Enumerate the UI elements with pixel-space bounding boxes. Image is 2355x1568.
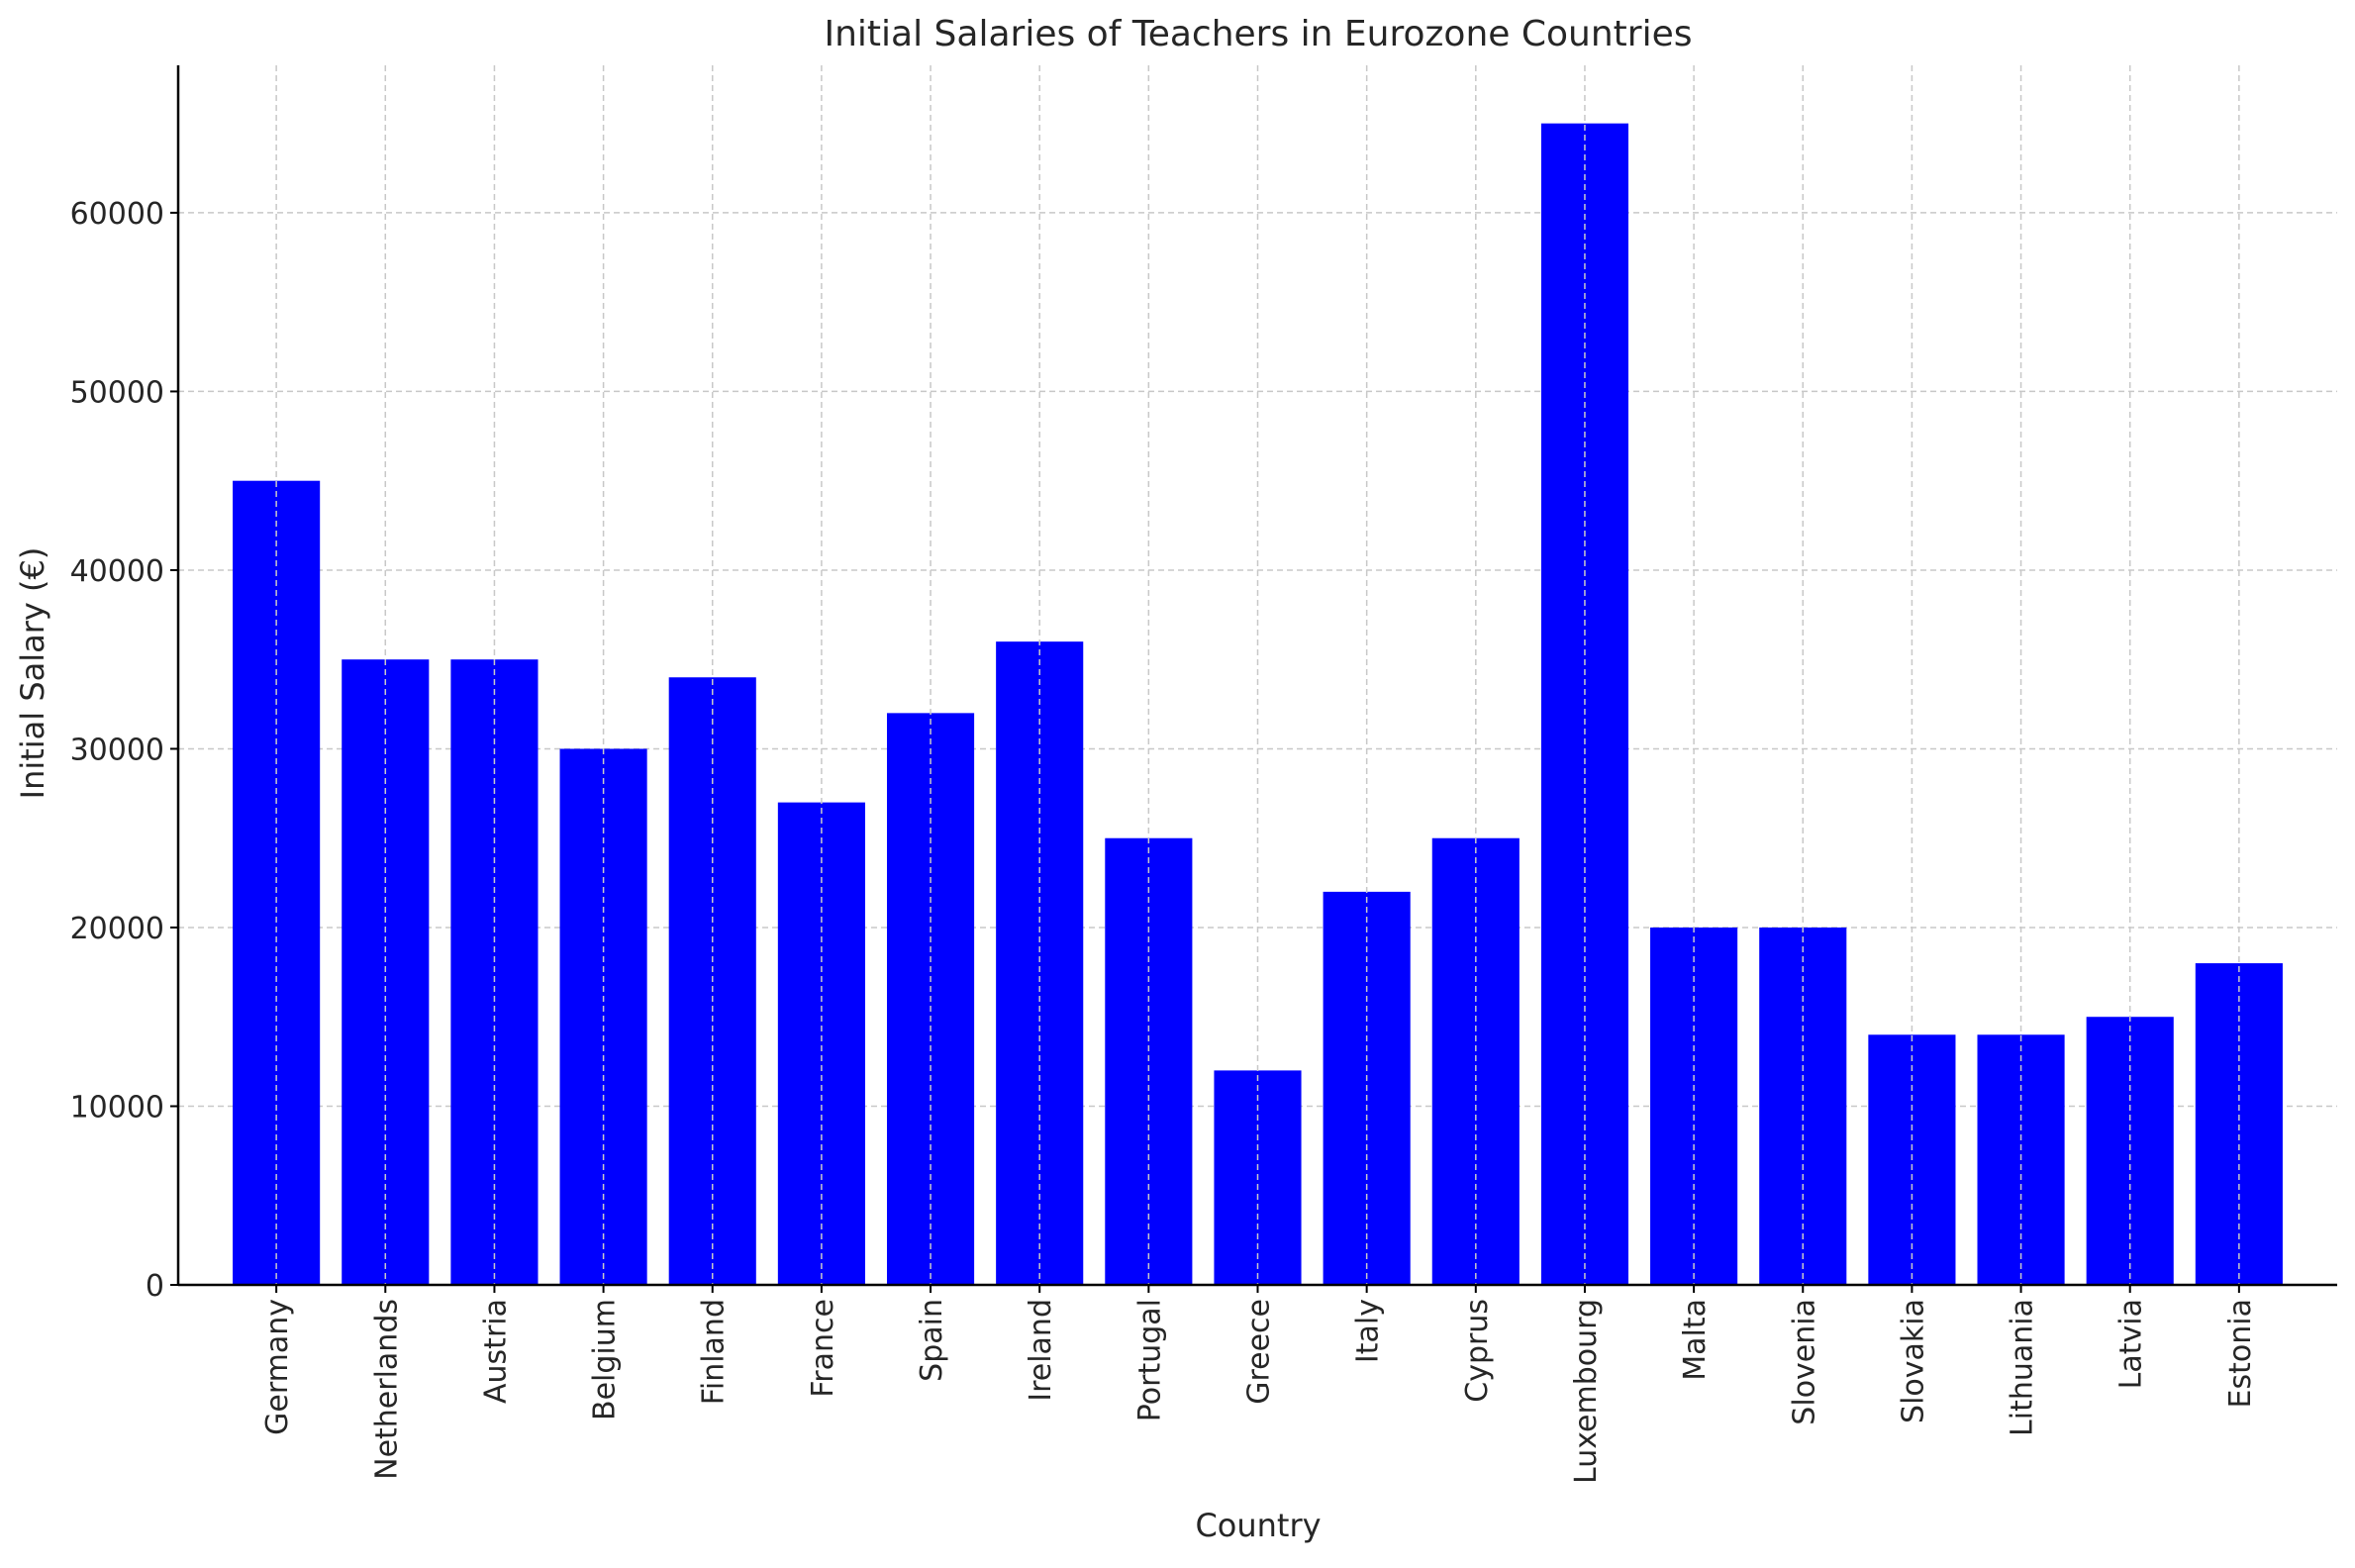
x-tick-label: France xyxy=(806,1299,840,1398)
x-tick-layer: Germany Netherlands Austria Belgium Finland F… xyxy=(260,1285,2258,1484)
x-tick-label: Estonia xyxy=(2223,1299,2258,1408)
x-tick-label: Ireland xyxy=(1024,1299,1058,1402)
y-tick-label: 0 xyxy=(146,1269,164,1304)
x-tick-label: Lithuania xyxy=(2006,1299,2040,1436)
bar-france xyxy=(777,802,865,1285)
x-tick-label: Latvia xyxy=(2114,1299,2149,1389)
x-grid-layer xyxy=(275,65,2240,1285)
y-tick-layer: 0 10000 20000 30000 40000 50000 60000 xyxy=(70,197,178,1304)
x-tick-label: Netherlands xyxy=(369,1299,404,1480)
bar-latvia xyxy=(2086,1017,2174,1285)
x-tick-label: Belgium xyxy=(588,1299,623,1421)
x-tick-label: Greece xyxy=(1242,1299,1277,1405)
y-tick-label: 10000 xyxy=(70,1090,164,1125)
y-tick-label: 20000 xyxy=(70,912,164,946)
chart-title: Initial Salaries of Teachers in Eurozone… xyxy=(825,14,1693,54)
x-tick-label: Portugal xyxy=(1132,1299,1167,1421)
x-axis-label: Country xyxy=(1195,1507,1321,1544)
y-tick-label: 40000 xyxy=(70,554,164,589)
x-tick-label: Italy xyxy=(1351,1299,1386,1363)
x-tick-label: Austria xyxy=(478,1299,513,1404)
x-tick-label: Slovenia xyxy=(1787,1299,1821,1425)
x-tick-label: Finland xyxy=(697,1299,732,1405)
y-axis-label: Initial Salary (€) xyxy=(14,547,51,800)
y-tick-label: 30000 xyxy=(70,733,164,767)
x-tick-label: Luxembourg xyxy=(1569,1299,1604,1484)
x-tick-label: Spain xyxy=(915,1299,949,1382)
x-tick-label: Cyprus xyxy=(1460,1299,1495,1403)
y-tick-label: 50000 xyxy=(70,375,164,410)
y-tick-label: 60000 xyxy=(70,197,164,232)
x-tick-label: Malta xyxy=(1678,1299,1713,1381)
x-tick-label: Germany xyxy=(260,1299,295,1435)
x-tick-label: Slovakia xyxy=(1896,1299,1930,1423)
